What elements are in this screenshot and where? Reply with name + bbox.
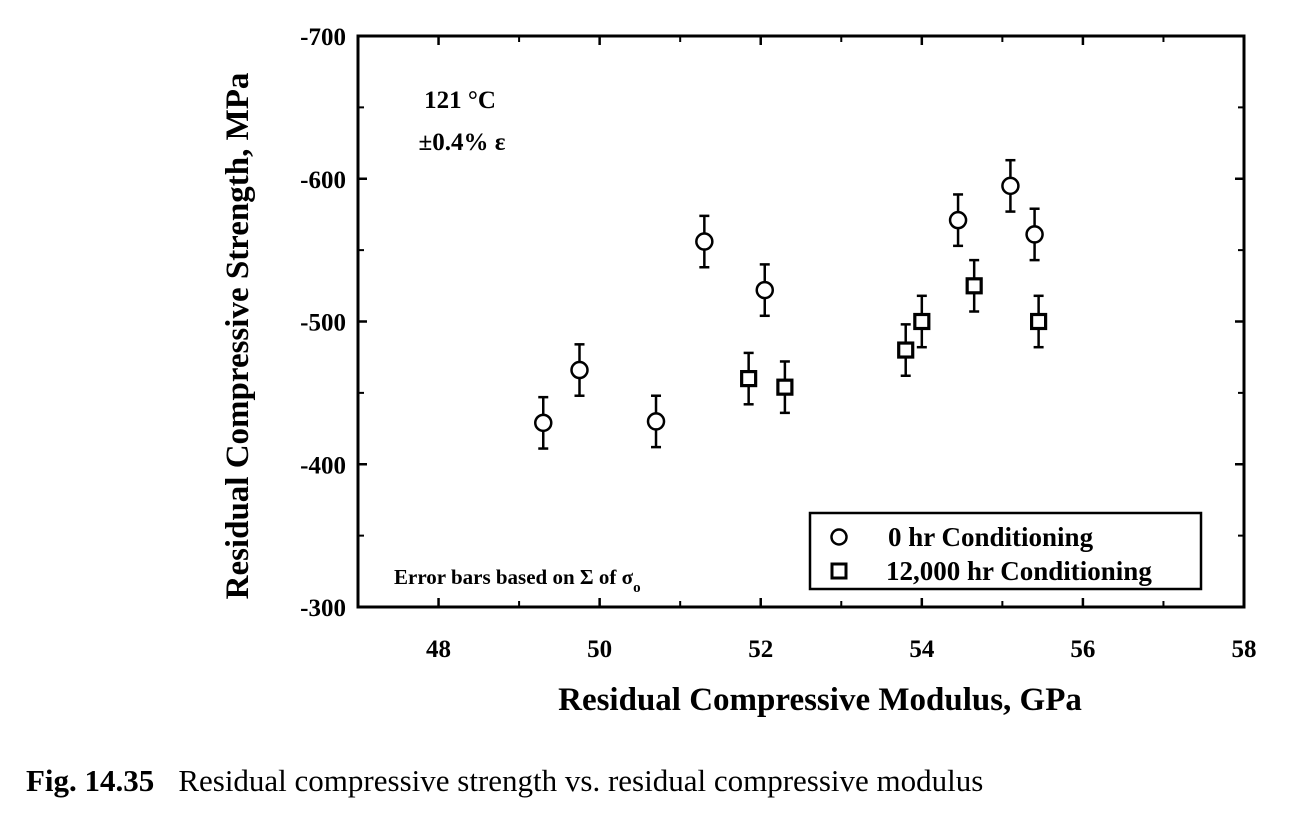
legend-circle-marker bbox=[830, 528, 848, 546]
point-12000hr bbox=[740, 370, 758, 388]
error-bars-note: Error bars based on Σ of σo bbox=[394, 565, 641, 596]
point-0hr bbox=[695, 232, 714, 251]
scatter-chart: -300 -400 -500 -600 -700 48 50 52 54 56 58 Residu… bbox=[220, 24, 1257, 718]
point-12000hr bbox=[897, 341, 915, 359]
point-0hr bbox=[1001, 176, 1020, 196]
error-bars-note-subscript: o bbox=[633, 580, 641, 596]
temperature-annotation: 121 °C bbox=[424, 87, 496, 114]
point-12000hr bbox=[965, 277, 983, 295]
figure-caption: Fig. 14.35 Residual compressive strength … bbox=[26, 763, 983, 799]
point-0hr bbox=[755, 280, 775, 300]
figure-number: Fig. 14.35 bbox=[26, 763, 155, 798]
x-tick-label: 58 bbox=[1232, 636, 1257, 663]
y-tick-label: -300 bbox=[300, 595, 346, 622]
x-tick-label: 48 bbox=[426, 636, 451, 663]
data-points bbox=[534, 158, 1048, 450]
point-0hr bbox=[1025, 225, 1044, 244]
error-bars-note-text: Error bars based on Σ of σ bbox=[394, 565, 634, 589]
point-12000hr bbox=[776, 378, 794, 396]
point-12000hr bbox=[1030, 312, 1048, 331]
legend-square-marker bbox=[830, 562, 848, 580]
y-tick-label: -700 bbox=[300, 24, 346, 51]
y-tick-label: -500 bbox=[300, 310, 346, 337]
caption-text: Residual compressive strength vs. residu… bbox=[178, 763, 984, 798]
point-0hr bbox=[570, 360, 589, 380]
y-tick-label: -600 bbox=[300, 167, 346, 194]
legend-label-12000hr: 12,000 hr Conditioning bbox=[886, 556, 1152, 586]
y-axis-ticks: -300 -400 -500 -600 -700 bbox=[300, 24, 1244, 622]
point-0hr bbox=[948, 210, 968, 230]
x-tick-label: 52 bbox=[748, 636, 773, 663]
y-tick-label: -400 bbox=[300, 452, 346, 479]
x-tick-label: 54 bbox=[909, 636, 935, 663]
legend-label-0hr: 0 hr Conditioning bbox=[888, 522, 1094, 552]
legend: 0 hr Conditioning 12,000 hr Conditioning bbox=[808, 511, 1203, 591]
y-axis-title: Residual Compressive Strength, MPa bbox=[220, 73, 256, 600]
x-tick-label: 50 bbox=[587, 636, 612, 663]
x-axis-ticks: 48 50 52 54 56 58 bbox=[357, 36, 1257, 663]
point-0hr bbox=[646, 412, 666, 431]
strain-annotation: ±0.4% ε bbox=[419, 129, 506, 156]
point-0hr bbox=[534, 413, 553, 433]
legend-box bbox=[808, 511, 1203, 591]
x-axis-title: Residual Compressive Modulus, GPa bbox=[558, 682, 1082, 718]
point-12000hr bbox=[913, 312, 931, 331]
x-tick-label: 56 bbox=[1070, 636, 1095, 663]
